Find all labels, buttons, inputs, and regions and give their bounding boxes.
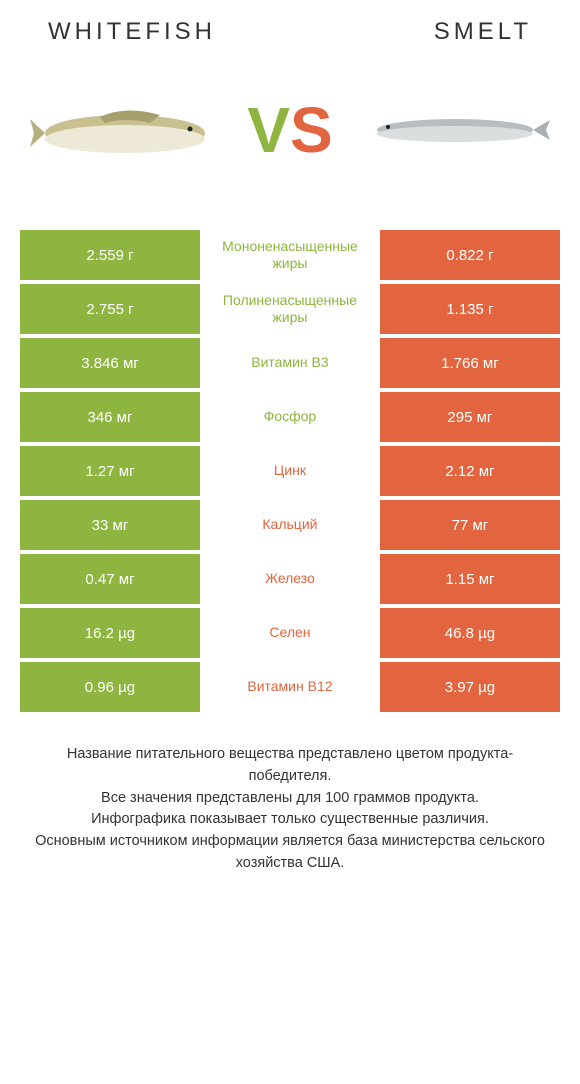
- footnote-line: Название питательного вещества представл…: [32, 744, 548, 788]
- nutrient-table: 2.559 гМононенасыщенные жиры0.822 г2.755…: [20, 230, 560, 712]
- nutrient-label: Фосфор: [200, 392, 380, 442]
- nutrient-label: Витамин B12: [200, 662, 380, 712]
- table-row: 33 мгКальций77 мг: [20, 500, 560, 550]
- table-row: 3.846 мгВитамин B31.766 мг: [20, 338, 560, 388]
- table-row: 2.755 гПолиненасыщенные жиры1.135 г: [20, 284, 560, 334]
- nutrient-label: Полиненасыщенные жиры: [200, 284, 380, 334]
- right-value-cell: 3.97 µg: [380, 662, 560, 712]
- vs-s: S: [290, 98, 333, 162]
- table-row: 16.2 µgСелен46.8 µg: [20, 608, 560, 658]
- table-row: 0.96 µgВитамин B123.97 µg: [20, 662, 560, 712]
- footnote-line: Основным источником информации является …: [32, 831, 548, 875]
- left-value-cell: 2.755 г: [20, 284, 200, 334]
- vs-label: VS: [247, 98, 332, 162]
- right-value-cell: 1.135 г: [380, 284, 560, 334]
- footnote-line: Инфографика показывает только существенн…: [32, 809, 548, 831]
- right-product-title: SMELT: [434, 18, 532, 46]
- table-row: 346 мгФосфор295 мг: [20, 392, 560, 442]
- left-value-cell: 16.2 µg: [20, 608, 200, 658]
- table-row: 1.27 мгЦинк2.12 мг: [20, 446, 560, 496]
- smelt-image: [360, 80, 550, 180]
- nutrient-label: Цинк: [200, 446, 380, 496]
- left-value-cell: 0.96 µg: [20, 662, 200, 712]
- vs-v: V: [247, 98, 290, 162]
- left-value-cell: 2.559 г: [20, 230, 200, 280]
- nutrient-label: Витамин B3: [200, 338, 380, 388]
- nutrient-label: Мононенасыщенные жиры: [200, 230, 380, 280]
- footnote: Название питательного вещества представл…: [20, 712, 560, 875]
- table-row: 0.47 мгЖелезо1.15 мг: [20, 554, 560, 604]
- left-value-cell: 0.47 мг: [20, 554, 200, 604]
- header: WHITEFISH SMELT: [20, 18, 560, 60]
- right-value-cell: 77 мг: [380, 500, 560, 550]
- nutrient-label: Селен: [200, 608, 380, 658]
- images-row: VS: [20, 60, 560, 230]
- left-value-cell: 33 мг: [20, 500, 200, 550]
- left-product-title: WHITEFISH: [48, 18, 216, 46]
- right-value-cell: 1.766 мг: [380, 338, 560, 388]
- table-row: 2.559 гМононенасыщенные жиры0.822 г: [20, 230, 560, 280]
- left-value-cell: 346 мг: [20, 392, 200, 442]
- nutrient-label: Кальций: [200, 500, 380, 550]
- right-value-cell: 295 мг: [380, 392, 560, 442]
- nutrient-label: Железо: [200, 554, 380, 604]
- right-value-cell: 0.822 г: [380, 230, 560, 280]
- left-value-cell: 3.846 мг: [20, 338, 200, 388]
- footnote-line: Все значения представлены для 100 граммо…: [32, 788, 548, 810]
- right-value-cell: 46.8 µg: [380, 608, 560, 658]
- right-value-cell: 1.15 мг: [380, 554, 560, 604]
- whitefish-image: [30, 80, 220, 180]
- left-value-cell: 1.27 мг: [20, 446, 200, 496]
- right-value-cell: 2.12 мг: [380, 446, 560, 496]
